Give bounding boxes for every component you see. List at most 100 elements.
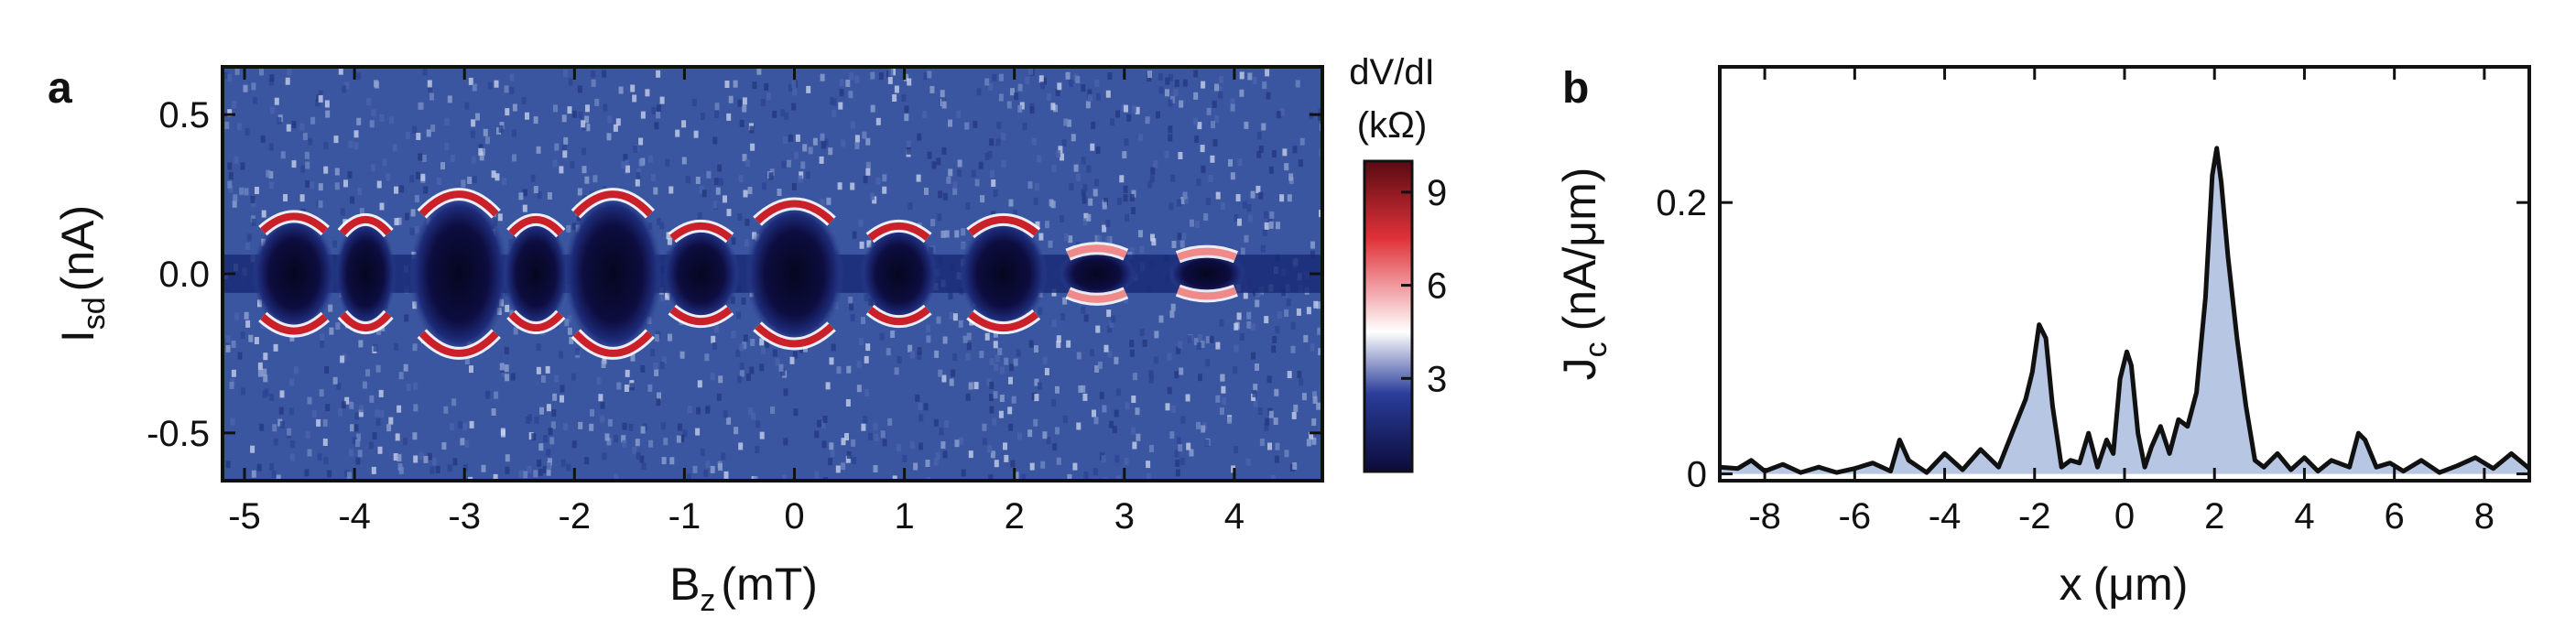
noise-pixel (710, 373, 715, 381)
noise-pixel (325, 404, 331, 412)
noise-pixel (1255, 289, 1260, 298)
noise-pixel (604, 433, 610, 441)
noise-pixel (287, 68, 292, 76)
noise-pixel (958, 437, 963, 445)
noise-pixel (560, 385, 565, 393)
noise-pixel (715, 187, 721, 195)
noise-pixel (413, 404, 418, 412)
noise-pixel (1062, 415, 1068, 423)
noise-pixel (545, 365, 550, 374)
noise-pixel (1103, 198, 1108, 206)
noise-pixel (274, 97, 279, 105)
noise-pixel (280, 151, 286, 159)
noise-pixel (659, 362, 665, 370)
noise-pixel (1149, 444, 1154, 452)
noise-pixel (897, 356, 902, 364)
noise-pixel (234, 156, 239, 164)
noise-pixel (922, 111, 928, 119)
noise-pixel (602, 70, 607, 78)
noise-pixel (1194, 221, 1200, 228)
noise-pixel (287, 428, 292, 436)
noise-pixel (940, 90, 945, 98)
noise-pixel (1168, 134, 1173, 142)
noise-pixel (1066, 119, 1071, 127)
noise-pixel (388, 417, 394, 425)
noise-pixel (349, 449, 353, 457)
noise-pixel (499, 363, 505, 371)
noise-pixel (823, 138, 829, 146)
noise-pixel (891, 68, 896, 76)
noise-pixel (1244, 121, 1249, 129)
noise-pixel (376, 327, 381, 335)
noise-pixel (1253, 399, 1258, 407)
noise-pixel (941, 101, 947, 109)
noise-pixel (1266, 92, 1271, 100)
noise-pixel (772, 349, 777, 357)
noise-pixel (667, 237, 672, 245)
noise-pixel (1060, 153, 1064, 161)
noise-pixel (423, 186, 429, 194)
noise-pixel (808, 146, 813, 155)
noise-pixel (483, 128, 488, 136)
noise-pixel (744, 239, 749, 247)
noise-pixel (936, 157, 941, 166)
noise-pixel (1184, 196, 1189, 204)
jc-area-fill (1720, 147, 2529, 474)
noise-pixel (1060, 215, 1065, 223)
noise-pixel (888, 69, 894, 77)
noise-pixel (996, 121, 1002, 129)
noise-pixel (656, 398, 661, 407)
noise-pixel (1197, 122, 1202, 130)
noise-pixel (305, 180, 310, 188)
noise-pixel (304, 469, 310, 477)
noise-pixel (261, 210, 266, 218)
noise-pixel (1037, 382, 1042, 390)
noise-pixel (982, 423, 987, 431)
noise-pixel (820, 133, 825, 141)
noise-pixel (335, 322, 341, 331)
noise-pixel (1168, 74, 1174, 81)
noise-pixel (731, 331, 736, 339)
noise-pixel (344, 81, 350, 90)
noise-pixel (504, 85, 509, 93)
noise-pixel (878, 72, 884, 81)
noise-pixel (1196, 179, 1201, 187)
lobe-6 (745, 197, 844, 351)
lobe-core (563, 194, 663, 353)
noise-pixel (958, 320, 963, 328)
noise-pixel (1214, 115, 1220, 124)
noise-pixel (518, 192, 524, 201)
noise-pixel (630, 353, 636, 362)
noise-pixel (990, 170, 995, 178)
noise-pixel (848, 91, 853, 99)
noise-pixel (263, 374, 268, 383)
noise-pixel (471, 119, 476, 127)
noise-pixel (1095, 146, 1101, 154)
noise-pixel (749, 125, 755, 134)
noise-pixel (737, 99, 743, 107)
noise-pixel (269, 393, 274, 401)
noise-pixel (934, 350, 940, 358)
noise-pixel (1239, 89, 1245, 97)
noise-pixel (413, 455, 418, 463)
noise-pixel (406, 132, 410, 140)
noise-pixel (229, 381, 234, 389)
noise-pixel (1252, 77, 1257, 84)
x-tick-label-b: -8 (1748, 496, 1781, 537)
noise-pixel (578, 421, 583, 429)
noise-pixel (618, 86, 624, 94)
noise-pixel (240, 331, 245, 340)
noise-pixel (293, 366, 299, 374)
noise-pixel (505, 108, 510, 116)
noise-pixel (546, 449, 551, 457)
colorbar-title: dV/dI (1349, 52, 1434, 92)
noise-pixel (854, 135, 860, 143)
x-axis-label-a: Bz (mT) (669, 559, 818, 618)
noise-pixel (1170, 303, 1176, 311)
noise-pixel (699, 186, 704, 194)
noise-pixel (518, 470, 524, 478)
noise-pixel (1165, 89, 1169, 97)
noise-pixel (821, 420, 826, 428)
noise-pixel (1234, 214, 1239, 222)
noise-pixel (291, 160, 297, 168)
